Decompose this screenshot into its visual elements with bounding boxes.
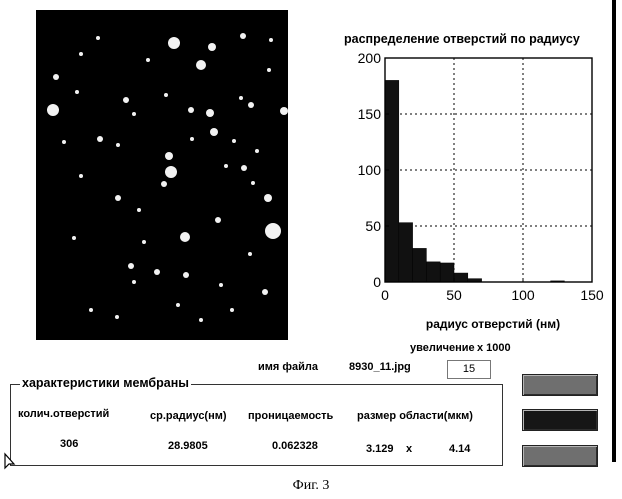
area-height-value: 4.14	[449, 443, 470, 455]
x-tick-label: 50	[446, 287, 462, 303]
y-tick-label: 150	[358, 106, 382, 122]
histogram-bar-3	[426, 262, 440, 282]
area-size-label: размер области(мкм)	[357, 410, 473, 422]
membrane-properties-group	[10, 384, 503, 466]
y-tick-label: 50	[365, 218, 381, 234]
histogram-bar-0	[385, 80, 399, 282]
action-button-2[interactable]	[522, 409, 598, 431]
permeability-value: 0.062328	[272, 440, 318, 452]
x-tick-label: 100	[511, 287, 535, 303]
holes-count-value: 306	[60, 438, 78, 450]
file-name-label: имя файла	[258, 361, 318, 373]
window-edge	[612, 0, 616, 462]
file-name-value: 8930_11.jpg	[349, 361, 411, 373]
zoom-label: увеличение	[410, 342, 475, 354]
y-tick-label: 100	[358, 162, 382, 178]
area-times-sign: x	[406, 443, 412, 455]
x-axis-label: радиус отверстий (нм)	[426, 317, 560, 331]
permeability-label: проницаемость	[248, 410, 333, 422]
action-button-1[interactable]	[522, 374, 598, 396]
action-button-3[interactable]	[522, 445, 598, 467]
zoom-input[interactable]: 15	[447, 360, 491, 379]
histogram-bar-4	[440, 263, 454, 282]
zoom-value: x 1000	[477, 342, 511, 354]
membrane-properties-title: характеристики мембраны	[20, 376, 191, 390]
mean-radius-value: 28.9805	[168, 440, 208, 452]
histogram-bar-1	[399, 223, 413, 282]
holes-count-label: колич.отверстий	[18, 408, 109, 420]
x-tick-label: 0	[381, 287, 389, 303]
histogram-title: распределение отверстий по радиусу	[344, 32, 614, 46]
histogram-bar-5	[454, 273, 468, 282]
y-tick-label: 200	[358, 50, 382, 66]
mouse-cursor-icon	[2, 452, 18, 472]
figure-caption: Фиг. 3	[0, 478, 622, 494]
mean-radius-label: ср.радиус(нм)	[150, 410, 227, 422]
area-width-value: 3.129	[366, 443, 394, 455]
histogram-chart: 0 50 100 150 0 50 100 150 200 радиус отверстий (…	[348, 48, 610, 343]
x-tick-label: 150	[580, 287, 604, 303]
y-tick-label: 0	[373, 274, 381, 290]
histogram-bar-2	[413, 248, 427, 282]
membrane-image	[36, 10, 288, 340]
